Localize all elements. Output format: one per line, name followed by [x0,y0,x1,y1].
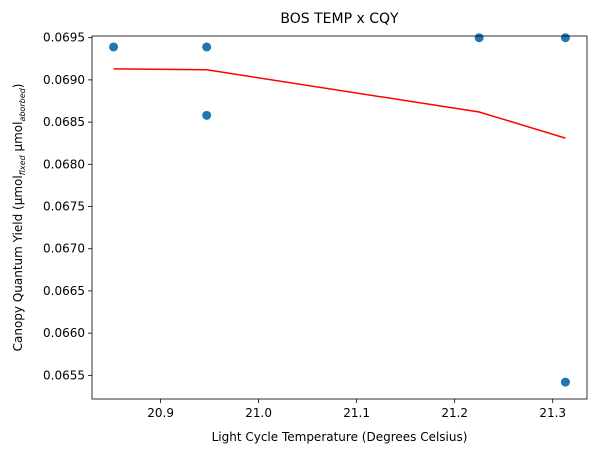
y-tick-label: 0.0655 [43,368,85,382]
y-axis-label-end: ) [11,84,25,89]
y-tick-label: 0.0685 [43,115,85,129]
y-tick-label: 0.0675 [43,200,85,214]
y-tick-label: 0.0665 [43,284,85,298]
plot-area [109,33,570,387]
y-tick-label: 0.0680 [43,157,85,171]
y-tick-label: 0.0660 [43,326,85,340]
y-axis: 0.0655 0.0660 0.0665 0.0670 0.0675 0.0680 0.06… [43,31,92,382]
data-point [474,33,484,43]
y-tick-label: 0.0695 [43,31,85,45]
y-axis-label: Canopy Quantum Yield (μmolfixed μmolabor… [11,84,27,352]
y-axis-label-sub1: fixed [18,154,27,175]
trend-line [113,68,566,139]
plot-frame [91,35,588,400]
x-tick-label: 21.0 [245,406,272,420]
chart-title: BOS TEMP x CQY [280,11,399,27]
x-axis: 20.9 21.0 21.1 21.2 21.3 [147,399,566,420]
data-point [202,110,212,120]
x-axis-label: Light Cycle Temperature (Degrees Celsius… [212,430,468,444]
data-point [109,42,119,52]
x-tick-label: 21.2 [441,406,468,420]
y-tick-label: 0.0690 [43,73,85,87]
data-point [560,33,570,43]
x-tick-label: 21.3 [539,406,566,420]
y-axis-label-main: Canopy Quantum Yield (μmol [11,175,25,351]
data-point [202,42,212,52]
y-axis-label-sub2: aborbed [18,87,27,121]
x-tick-label: 20.9 [147,406,174,420]
x-tick-label: 21.1 [343,406,370,420]
y-axis-label-mid: μmol [11,122,25,156]
y-tick-label: 0.0670 [43,242,85,256]
data-point [560,377,570,387]
